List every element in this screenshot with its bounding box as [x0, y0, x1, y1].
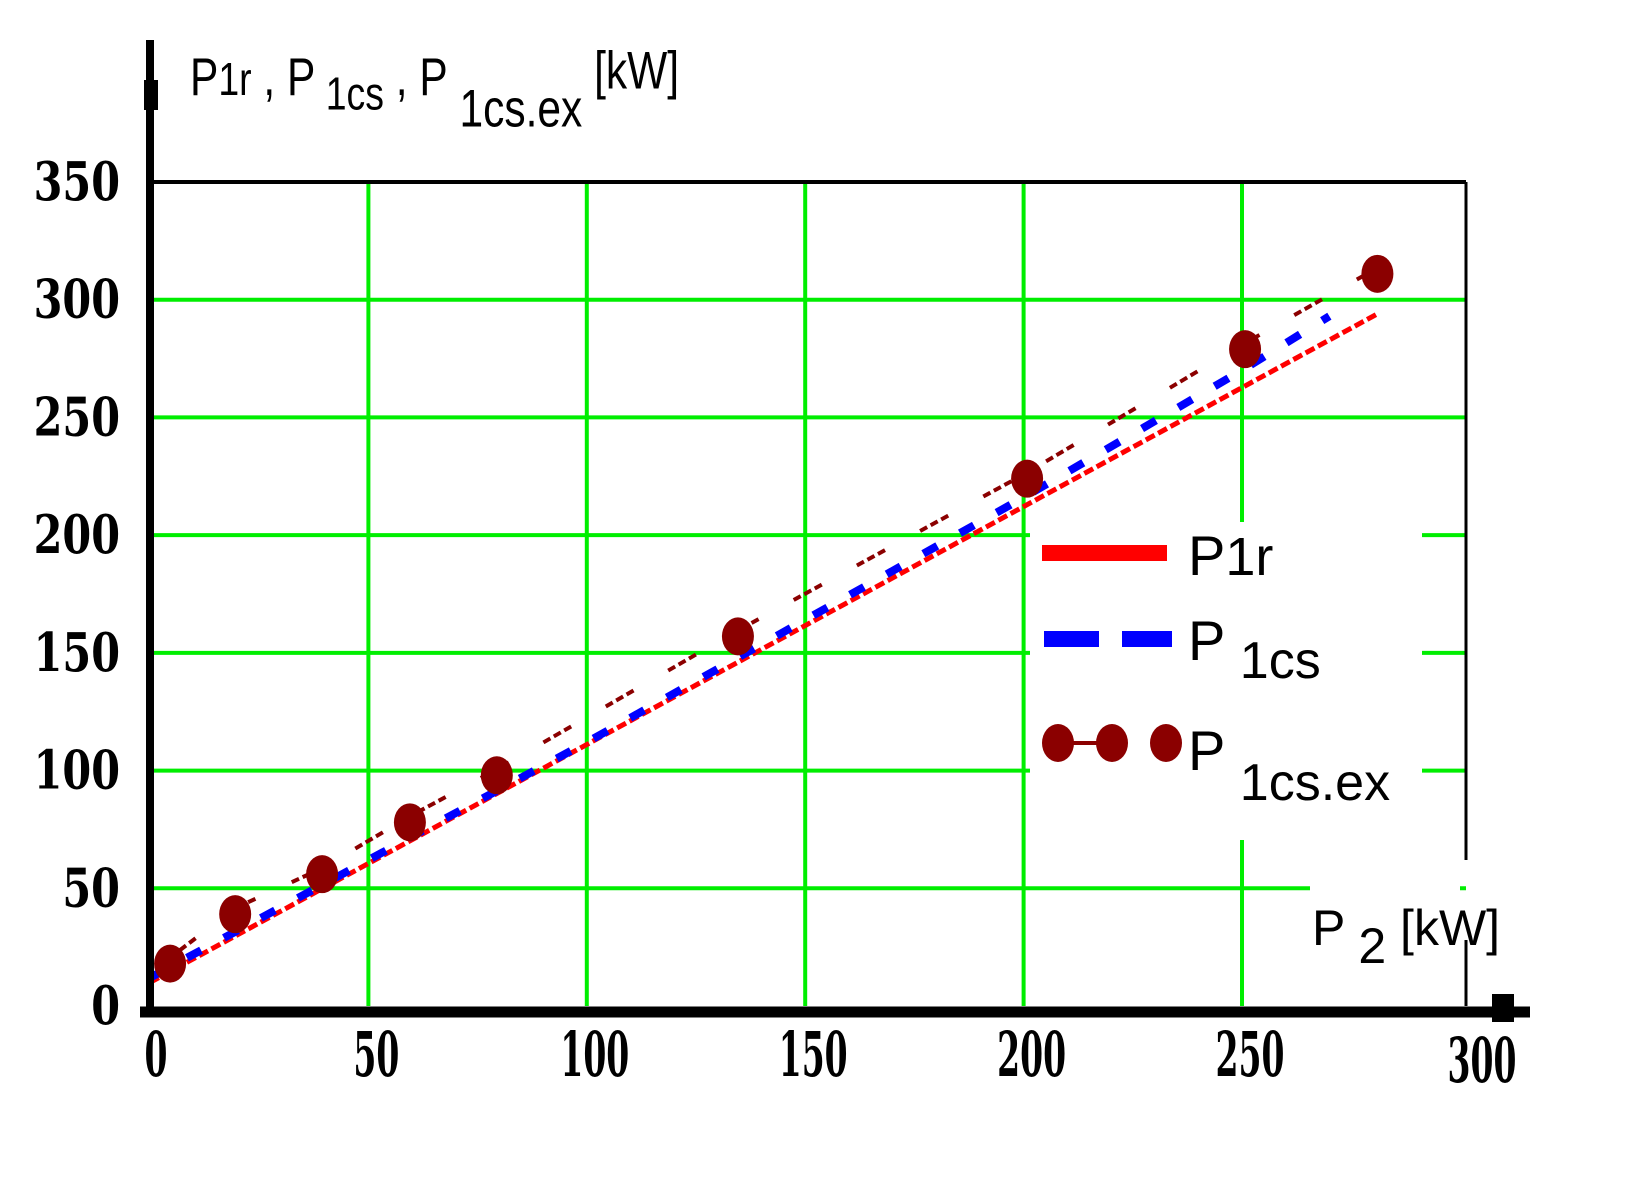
y-axis-title: P1r , P 1cs , P 1cs.ex [kW] [190, 43, 679, 139]
x-tick-label: 100 [560, 1019, 629, 1091]
y-axis-title-text: P1r , P 1cs , P 1cs.ex [kW] [190, 43, 679, 139]
plot-frame [150, 180, 1468, 1006]
legend-swatch-p1cs-ex-marker [1096, 724, 1128, 762]
x-axis-title-text: P 2 [kW] [1312, 900, 1500, 974]
series-layer [148, 254, 1394, 985]
legend-swatch-p1cs-ex-marker [1150, 724, 1182, 762]
y-axis-tick-labels: 0 50 100 150 200 250 300 350 [34, 151, 120, 1037]
y-tick-label: 200 [34, 504, 120, 566]
data-point-marker [721, 617, 754, 656]
y-tick-label: 150 [34, 622, 120, 684]
data-point-marker [1229, 330, 1262, 369]
x-tick-label: 0 [145, 1019, 168, 1091]
legend-label-p1cs-ex: P 1cs.ex [1188, 719, 1390, 812]
legend: P1r P 1cs P 1cs.ex [1042, 524, 1390, 812]
x-axis-tick-labels: 0 50 100 150 200 250 300 [145, 1019, 1517, 1097]
legend-label-p1r: P1r [1188, 524, 1273, 587]
x-tick-label: 300 [1448, 1025, 1517, 1097]
x-axis-arrow-icon [1492, 994, 1514, 1022]
data-point-marker [306, 855, 339, 894]
data-point-marker [154, 944, 187, 983]
data-point-marker [219, 895, 252, 934]
x-axis-title: P 2 [kW] [1312, 900, 1500, 974]
y-tick-label: 0 [91, 975, 120, 1037]
legend-swatch-p1cs-dash [1044, 631, 1099, 647]
legend-label-p1cs: P 1cs [1188, 609, 1321, 690]
legend-box [1030, 522, 1422, 840]
y-axis-arrow-icon [144, 80, 158, 110]
y-tick-label: 100 [34, 740, 120, 802]
xlabel-box [1310, 840, 1460, 1000]
x-tick-label: 250 [1216, 1019, 1285, 1091]
y-tick-label: 350 [34, 151, 120, 213]
data-point-marker [393, 803, 426, 842]
x-tick-label: 150 [779, 1019, 848, 1091]
legend-swatch-p1r [1042, 545, 1167, 561]
x-tick-label: 50 [353, 1019, 399, 1091]
legend-swatch-p1cs-dash [1122, 631, 1172, 647]
data-point-marker [480, 756, 513, 795]
y-tick-label: 50 [62, 857, 120, 919]
legend-swatch-p1cs-ex-marker [1042, 724, 1074, 762]
data-point-marker [1361, 254, 1394, 293]
grid-lines [150, 182, 1466, 1006]
axes [140, 40, 1530, 1022]
legend-background [1030, 522, 1460, 1000]
data-point-marker [1011, 459, 1044, 498]
y-tick-label: 300 [34, 269, 120, 331]
x-tick-label: 200 [997, 1019, 1066, 1091]
series-line-p1r [148, 311, 1379, 985]
y-tick-label: 250 [34, 386, 120, 448]
